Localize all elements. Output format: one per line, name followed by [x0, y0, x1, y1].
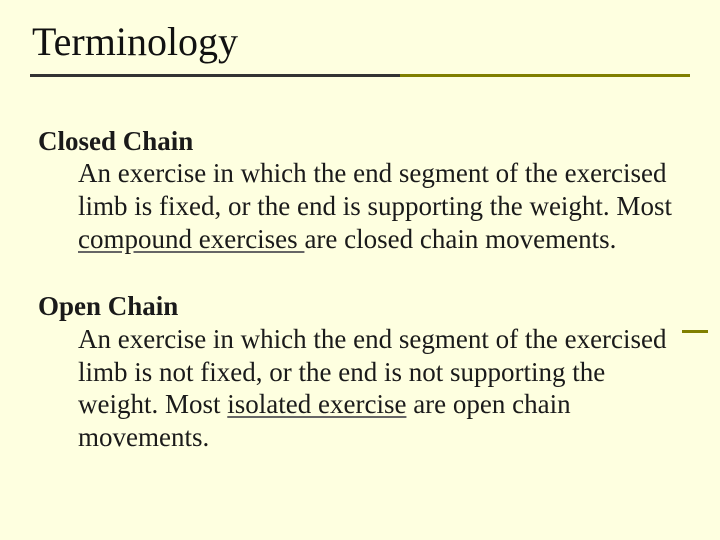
content-area: Closed Chain An exercise in which the en… — [32, 125, 688, 454]
term-definition: An exercise in which the end segment of … — [78, 157, 682, 256]
slide: Terminology Closed Chain An exercise in … — [0, 0, 720, 540]
page-title: Terminology — [32, 18, 688, 65]
term-name: Open Chain — [38, 290, 682, 322]
accent-bar — [682, 330, 708, 333]
compound-exercises-link[interactable]: compound exercises — [78, 224, 304, 254]
definition-text-before: An exercise in which the end segment of … — [78, 158, 672, 221]
term-definition: An exercise in which the end segment of … — [78, 323, 682, 455]
isolated-exercise-link[interactable]: isolated exercise — [227, 389, 406, 419]
definition-text-after: are closed chain movements. — [304, 224, 616, 254]
term-name: Closed Chain — [38, 125, 682, 157]
title-underline-olive — [400, 74, 690, 77]
term-block-closed-chain: Closed Chain An exercise in which the en… — [38, 125, 682, 256]
term-block-open-chain: Open Chain An exercise in which the end … — [38, 290, 682, 454]
title-underline-dark — [30, 74, 400, 77]
